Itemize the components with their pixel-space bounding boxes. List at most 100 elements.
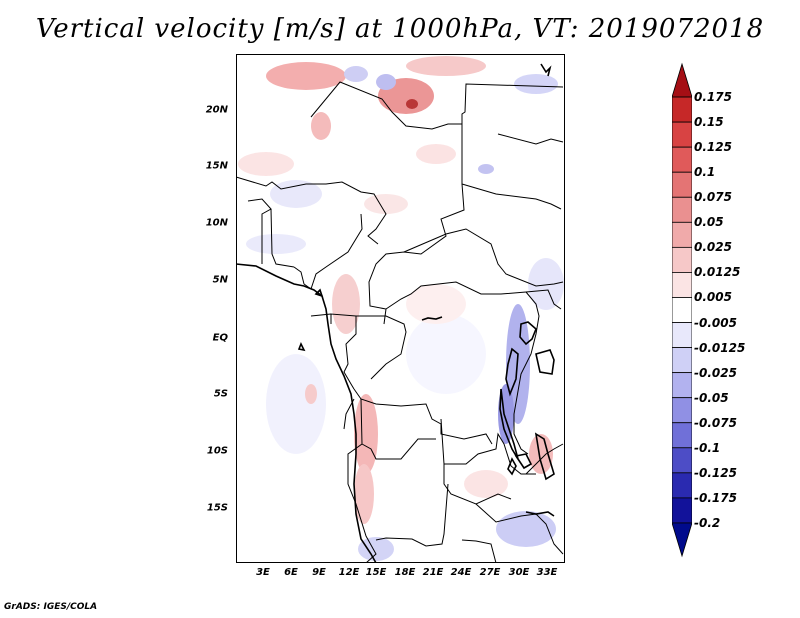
positive-strip [354,464,374,524]
colorbar-level-label: 0.15 [694,115,724,130]
map-frame [236,54,565,563]
border-line [513,291,540,455]
colorbar-swatch [671,146,693,173]
velocity-field [238,56,564,561]
colorbar-level-label: 0.005 [694,290,732,305]
colorbar-level-label: -0.125 [694,465,737,480]
border-line [343,398,355,430]
border-line [293,213,363,290]
lon-label: 33E [536,567,558,578]
border-line [347,398,377,563]
colorbar-swatch [671,422,693,449]
positive-patch [305,384,317,404]
border-line [440,418,536,475]
negative-patch [478,164,494,174]
colorbar-swatch [671,322,693,348]
colorbar-level-label: -0.025 [694,365,737,380]
island [297,342,306,352]
positive-patch [364,194,408,214]
negative-patch [528,258,564,310]
negative-patch [514,74,558,94]
border-line [270,208,295,268]
colorbar-swatch [671,221,693,248]
colorbar-swatch [671,497,693,524]
border-line [361,438,436,460]
colorbar-svg [671,62,693,558]
lat-label: 5S [213,388,228,400]
lake [534,432,555,481]
colorbar-level-label: -0.175 [694,490,737,505]
colorbar-level-label: 0.025 [694,240,732,255]
colorbar-swatch [671,272,693,298]
lake [535,349,555,375]
chart-title: Vertical velocity [m/s] at 1000hPa, VT: … [35,14,765,44]
lat-label: 15N [205,160,228,172]
lake-edge [421,316,443,321]
coastlines-and-lakes [236,63,555,563]
lon-label: 21E [422,567,444,578]
colorbar-level-label: -0.1 [694,440,721,455]
border-line [525,443,564,475]
lon-label: 3E [256,567,270,578]
negative-patch [358,537,394,561]
border-line [403,228,564,287]
negative-patch [344,66,368,82]
negative-patch [496,511,556,547]
colorbar-swatch [671,347,693,374]
colorbar-level-label: 0.175 [694,90,732,105]
colorbar-swatch [671,372,693,399]
negative-patch [266,354,326,454]
negative-patch [406,314,486,394]
colorbar-swatch [671,196,693,223]
positive-patch [529,434,553,474]
lon-label: 6E [284,567,298,578]
border-line [343,316,357,390]
negative-patch [246,234,306,254]
lon-label: 15E [365,567,387,578]
lat-label: 10S [206,445,228,457]
colorbar-swatch [671,121,693,148]
lake [519,321,537,346]
colorbar-swatch [671,472,693,499]
border-line [375,483,449,547]
negative-patch [270,180,322,208]
map-panel [236,54,565,563]
lon-label: 9E [312,567,326,578]
lake-edge [525,511,555,517]
colorbar-level-label: -0.075 [694,415,737,430]
border-line [310,313,332,317]
colorbar-swatch [671,171,693,198]
border-line [525,289,562,310]
border-line [385,281,527,310]
lon-label: 12E [338,567,360,578]
colorbar-level-label: 0.075 [694,190,732,205]
border-line [461,539,497,563]
lon-label: 24E [450,567,472,578]
colorbar-level-label: -0.005 [694,315,737,330]
lat-label: 15S [206,502,228,514]
positive-patch [406,284,466,324]
positive-patch [332,274,360,334]
colorbar-level-label: 0.125 [694,140,732,155]
border-line [310,81,564,130]
colorbar-swatch [671,96,693,123]
positive-patch [464,470,508,498]
lat-label: 10N [205,217,228,229]
border-line [461,183,562,210]
colorbar-swatch [671,62,693,98]
positive-patch [311,112,331,140]
coastline [236,263,377,563]
colorbar-level-label: 0.05 [694,215,724,230]
colorbar-level-label: -0.2 [694,515,721,530]
lake [514,453,533,470]
coast-fragment [540,63,552,77]
colorbar-swatch [671,246,693,273]
positive-core [406,99,418,109]
colorbar-level-label: 0.0125 [694,265,741,280]
lat-label: 20N [205,104,228,116]
map-canvas [236,54,565,563]
lat-label: EQ [212,332,228,344]
border-line [236,176,387,245]
border-line [443,464,512,505]
positive-patch [416,144,456,164]
